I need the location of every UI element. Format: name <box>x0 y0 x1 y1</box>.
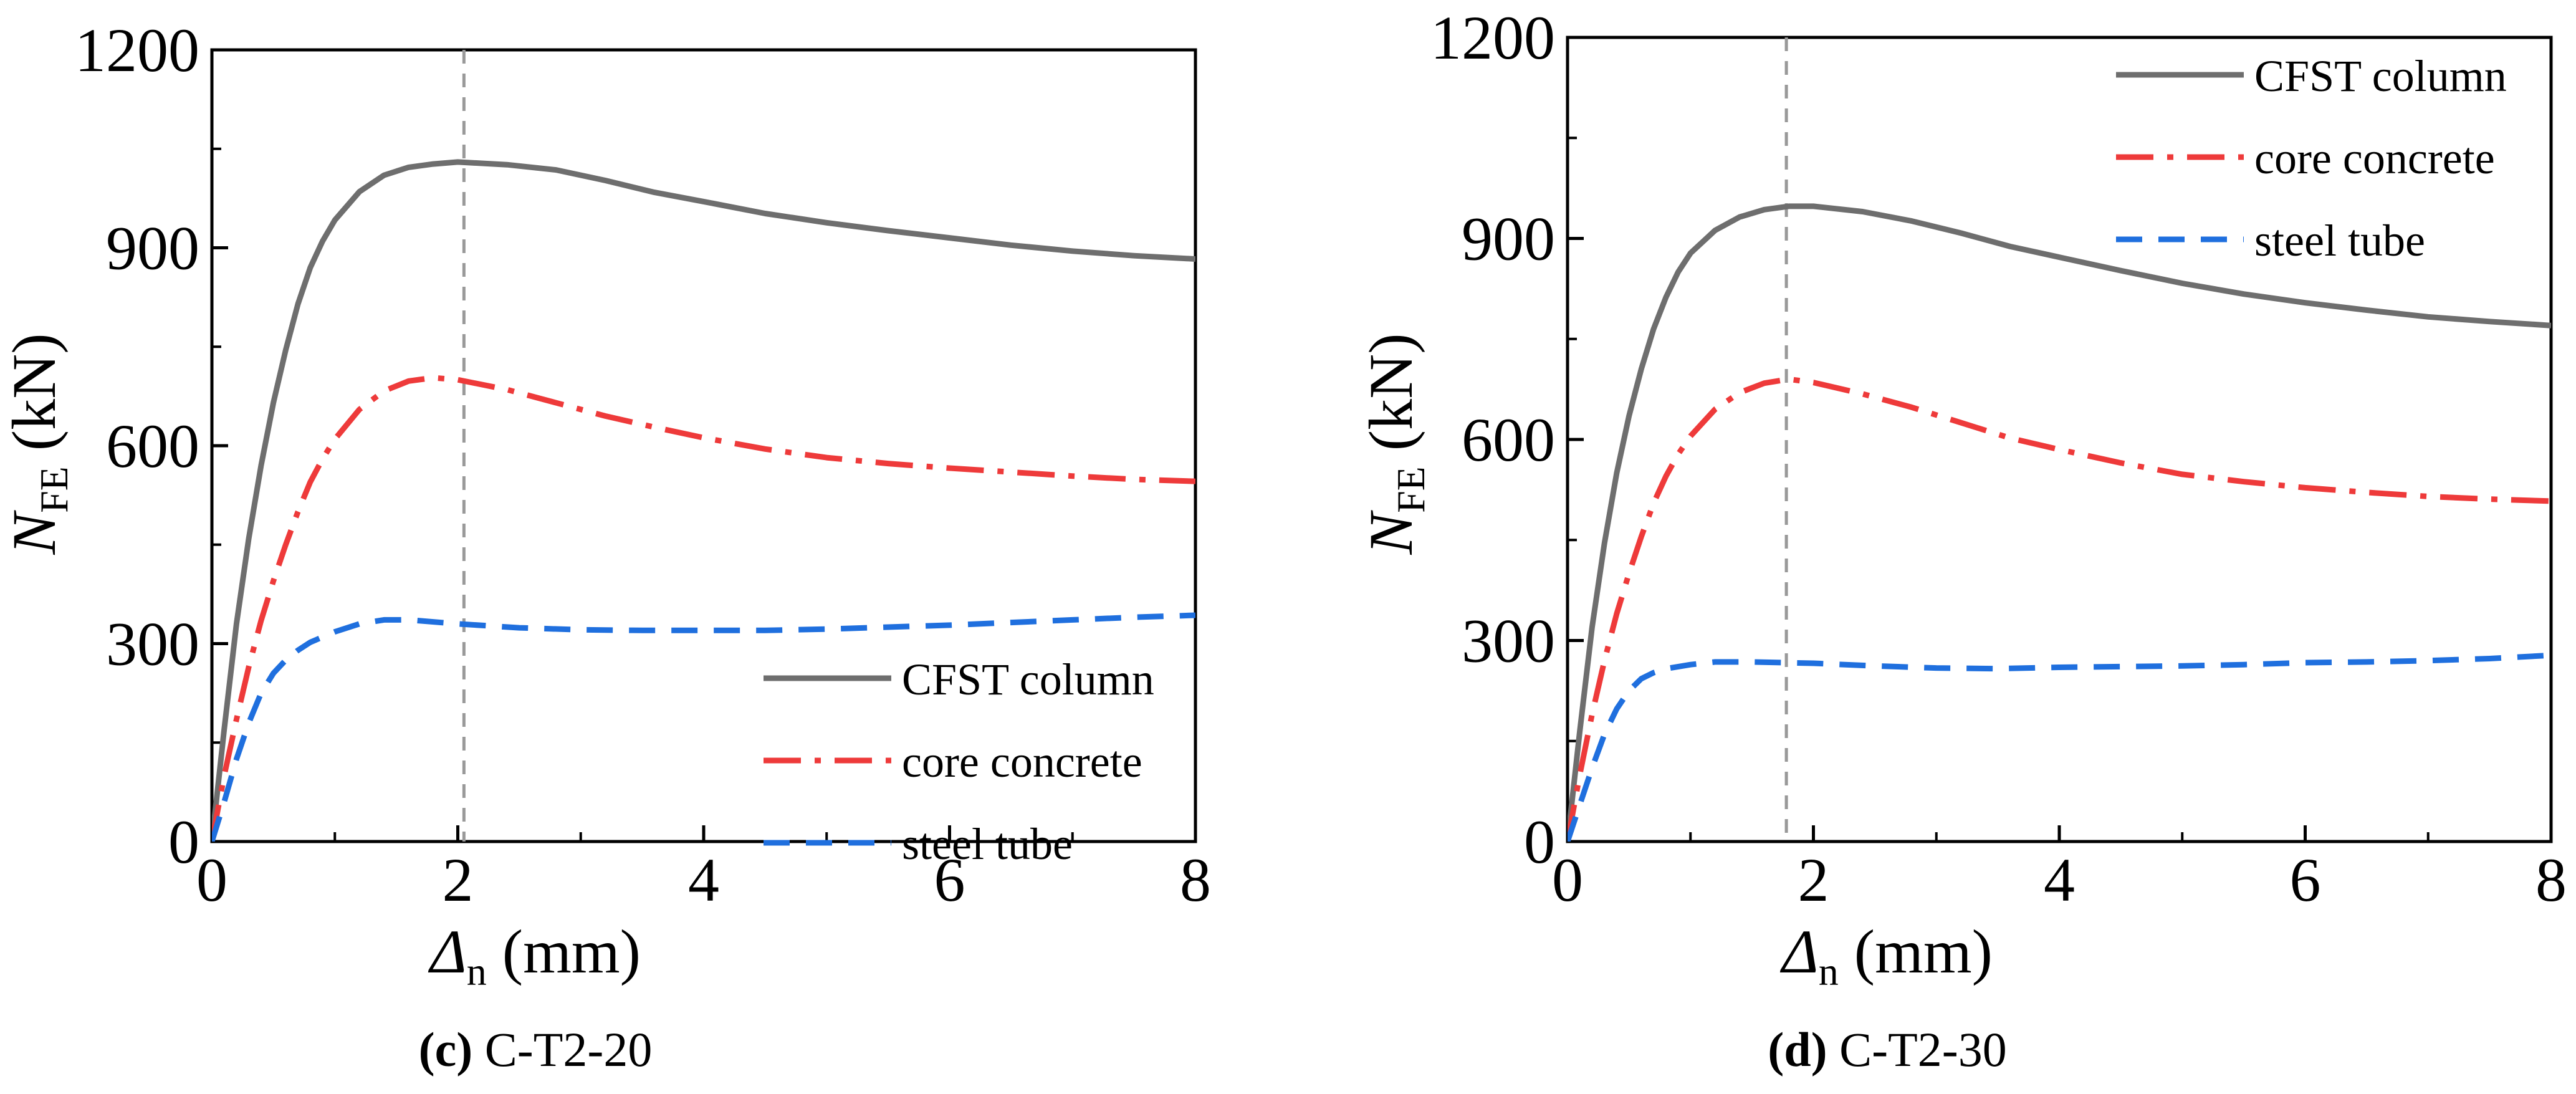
x-tick-label: 6 <box>2290 845 2321 914</box>
y-tick-label: 1200 <box>75 16 199 85</box>
y-axis-label-sub: FE <box>1389 466 1433 513</box>
y-tick-label: 0 <box>168 807 199 876</box>
x-axis-label: Δn (mm) <box>428 917 641 994</box>
x-tick-label: 2 <box>1798 845 1829 914</box>
y-tick-label: 300 <box>1462 607 1555 676</box>
chart-panel-c: NFE (kN) Δn (mm) (c) C-T2-20 0 2 4 6 8 0 300 60… <box>0 16 1211 1077</box>
x-tick-label: 8 <box>1180 845 1211 914</box>
series-line-cfst-column <box>212 159 1195 842</box>
panel-caption-text: C-T2-30 <box>1827 1022 2007 1077</box>
x-axis-label-symbol: Δ <box>1779 917 1819 986</box>
panel-caption-letter: (d) <box>1768 1022 1827 1077</box>
x-tick-label: 4 <box>688 845 719 914</box>
y-axis-label-sub: FE <box>32 466 76 513</box>
x-axis-label-unit: (mm) <box>487 917 641 986</box>
y-tick-label: 900 <box>106 214 199 283</box>
legend-label: CFST column <box>902 655 1154 704</box>
series-line-core-concrete <box>212 375 1195 842</box>
x-axis-label-symbol: Δ <box>428 917 467 986</box>
panel-caption-text: C-T2-20 <box>472 1022 652 1077</box>
x-axis-label: Δn (mm) <box>1779 917 1993 994</box>
chart-panel-d: NFE (kN) Δn (mm) (d) C-T2-30 0 2 4 6 8 0 300 60… <box>1356 3 2567 1077</box>
panel-caption-letter: (c) <box>419 1022 473 1077</box>
x-tick-label: 6 <box>934 845 965 914</box>
legend-label: steel tube <box>902 819 1073 869</box>
y-axis-label: NFE (kN) <box>1356 333 1433 555</box>
x-axis-label-sub: n <box>467 949 487 994</box>
x-tick-label: 2 <box>443 845 474 914</box>
series-line-steel-tube <box>212 612 1195 842</box>
y-axis-label-unit: (kN) <box>0 333 69 466</box>
y-axis-label: NFE (kN) <box>0 333 76 555</box>
y-axis-label-unit: (kN) <box>1356 333 1425 466</box>
legend-label: steel tube <box>2254 216 2425 266</box>
y-tick-label: 600 <box>1462 405 1555 474</box>
x-axis-label-unit: (mm) <box>1839 917 1993 986</box>
x-tick-label: 4 <box>2044 845 2075 914</box>
series-line-cfst-column <box>1568 203 2551 842</box>
x-tick-label: 0 <box>1552 845 1583 914</box>
x-tick-label: 0 <box>196 845 227 914</box>
panel-caption: (c) C-T2-20 <box>419 1022 653 1077</box>
panel-caption: (d) C-T2-30 <box>1768 1022 2006 1077</box>
y-tick-label: 1200 <box>1430 3 1555 72</box>
y-axis-label-symbol: N <box>1356 510 1425 555</box>
y-tick-label: 600 <box>106 411 199 481</box>
series-line-steel-tube <box>1568 652 2551 842</box>
legend-label: CFST column <box>2254 51 2507 101</box>
x-axis-label-sub: n <box>1819 949 1839 994</box>
plot-frame <box>210 48 1197 843</box>
y-tick-label: 900 <box>1462 204 1555 274</box>
legend-label: core concrete <box>2254 133 2495 183</box>
x-tick-label: 8 <box>2535 845 2567 914</box>
y-axis-label-symbol: N <box>0 510 69 555</box>
y-tick-label: 0 <box>1524 807 1555 876</box>
y-tick-label: 300 <box>106 610 199 679</box>
series-line-core-concrete <box>1568 376 2551 842</box>
legend-label: core concrete <box>902 737 1142 787</box>
